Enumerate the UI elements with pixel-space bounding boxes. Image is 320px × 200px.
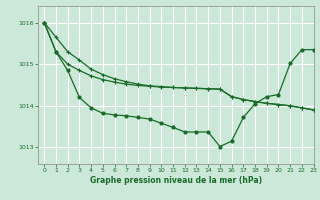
X-axis label: Graphe pression niveau de la mer (hPa): Graphe pression niveau de la mer (hPa) [90, 176, 262, 185]
